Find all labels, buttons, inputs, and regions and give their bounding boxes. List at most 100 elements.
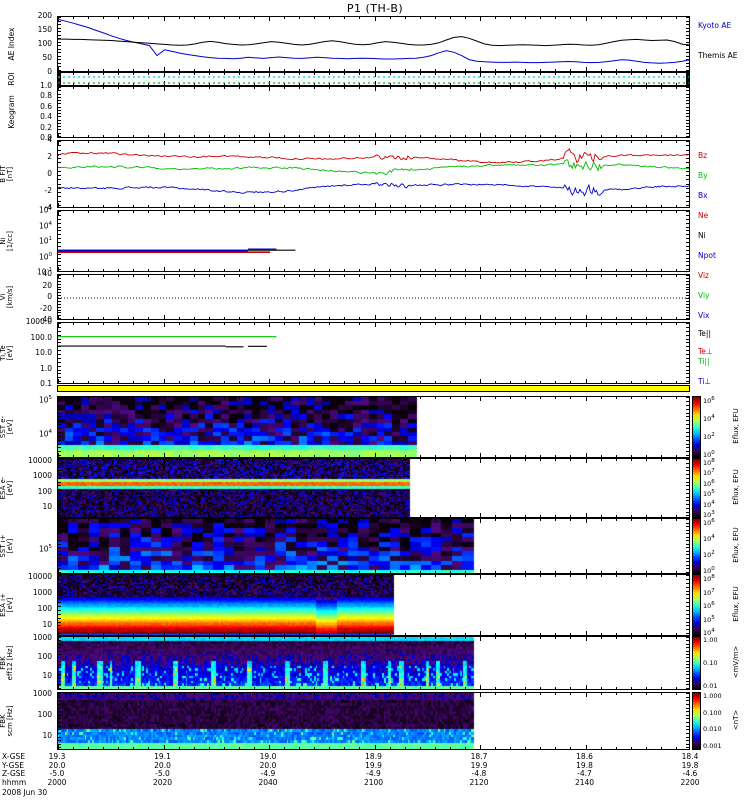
axis-tick [299, 69, 300, 71]
axis-tick [73, 747, 74, 749]
axis-tick [179, 83, 180, 85]
axis-tick [540, 459, 541, 461]
axis-tick [88, 17, 89, 19]
axis-tick [148, 515, 149, 517]
axis-tick [375, 513, 376, 517]
axis-tick [601, 381, 602, 383]
axis-tick [375, 211, 376, 215]
axis-tick [435, 693, 436, 695]
axis-tick [88, 519, 89, 521]
axis-tick [661, 633, 662, 635]
axis-tick [58, 572, 61, 573]
axis-tick [450, 83, 451, 85]
axis-tick [676, 317, 677, 319]
axis-tick [435, 687, 436, 689]
axis-tick [58, 704, 61, 705]
axis-tick [133, 693, 134, 695]
axis-tick [686, 544, 689, 545]
axis-tick [194, 633, 195, 635]
panel-sst-i [57, 518, 690, 574]
axis-tick [58, 697, 61, 698]
axis-tick [686, 370, 689, 371]
axis-tick [390, 397, 391, 399]
axis-tick [375, 453, 376, 457]
axis-tick [58, 508, 61, 509]
axis-tick [495, 317, 496, 319]
axis-tick [254, 693, 255, 695]
x-axis-tick-value: -4.9 [260, 769, 276, 778]
axis-tick [179, 17, 180, 19]
axis-tick [269, 203, 270, 207]
axis-tick [686, 547, 689, 548]
axis-tick [58, 73, 59, 77]
axis-tick [133, 211, 134, 213]
x-axis-tick-value: 19.1 [154, 752, 171, 761]
axis-tick [586, 569, 587, 573]
axis-tick [686, 440, 689, 441]
panel-esa-e [57, 458, 690, 518]
axis-tick [686, 242, 689, 243]
axis-tick [269, 275, 270, 279]
axis-tick [686, 500, 689, 501]
x-axis-row-label: hhmm [2, 777, 27, 787]
axis-tick [510, 455, 511, 457]
axis-tick [58, 587, 61, 588]
axis-tick [686, 688, 689, 689]
axis-tick [586, 141, 587, 145]
y-tick-fbk-e12-1: 100 [37, 652, 52, 661]
axis-tick [420, 83, 421, 85]
axis-tick [686, 103, 689, 104]
axis-tick [686, 162, 689, 163]
axis-tick [686, 258, 689, 259]
axis-tick [239, 211, 240, 213]
axis-tick [254, 519, 255, 521]
axis-tick [58, 192, 61, 193]
axis-tick [586, 315, 587, 319]
axis-tick [269, 323, 270, 327]
axis-tick [646, 633, 647, 635]
x-axis-tick-value: 18.4 [681, 752, 699, 761]
axis-tick [390, 73, 391, 75]
axis-tick [480, 73, 481, 77]
axis-tick [686, 572, 689, 573]
axis-tick [601, 455, 602, 457]
axis-tick [586, 211, 587, 215]
axis-tick [686, 625, 689, 626]
axis-tick [254, 571, 255, 573]
axis-tick [375, 575, 376, 579]
axis-tick [646, 323, 647, 325]
axis-tick [465, 687, 466, 689]
axis-tick [375, 637, 376, 641]
axis-tick [676, 83, 677, 85]
axis-tick [480, 519, 481, 523]
axis-tick [58, 87, 61, 88]
axis-tick [510, 69, 511, 71]
axis-tick [329, 381, 330, 383]
axis-tick [686, 401, 689, 402]
axis-tick [58, 618, 61, 619]
axis-tick [686, 211, 689, 212]
axis-tick [601, 83, 602, 85]
axis-tick [58, 354, 61, 355]
axis-tick [73, 455, 74, 457]
axis-tick [209, 69, 210, 71]
axis-tick [686, 254, 689, 255]
axis-tick [164, 267, 165, 271]
axis-tick [58, 289, 61, 290]
axis-tick [344, 747, 345, 749]
axis-tick [686, 602, 689, 603]
axis-tick [480, 267, 481, 271]
axis-tick [686, 681, 689, 682]
axis-tick [209, 135, 210, 137]
axis-tick [148, 693, 149, 695]
axis-tick [179, 211, 180, 213]
axis-tick [686, 120, 689, 121]
axis-tick [58, 275, 59, 279]
axis-tick [284, 73, 285, 75]
axis-tick [209, 323, 210, 325]
axis-tick [58, 52, 61, 53]
axis-tick [601, 141, 602, 143]
axis-tick [686, 342, 689, 343]
axis-tick [58, 136, 61, 137]
axis-tick [118, 211, 119, 213]
